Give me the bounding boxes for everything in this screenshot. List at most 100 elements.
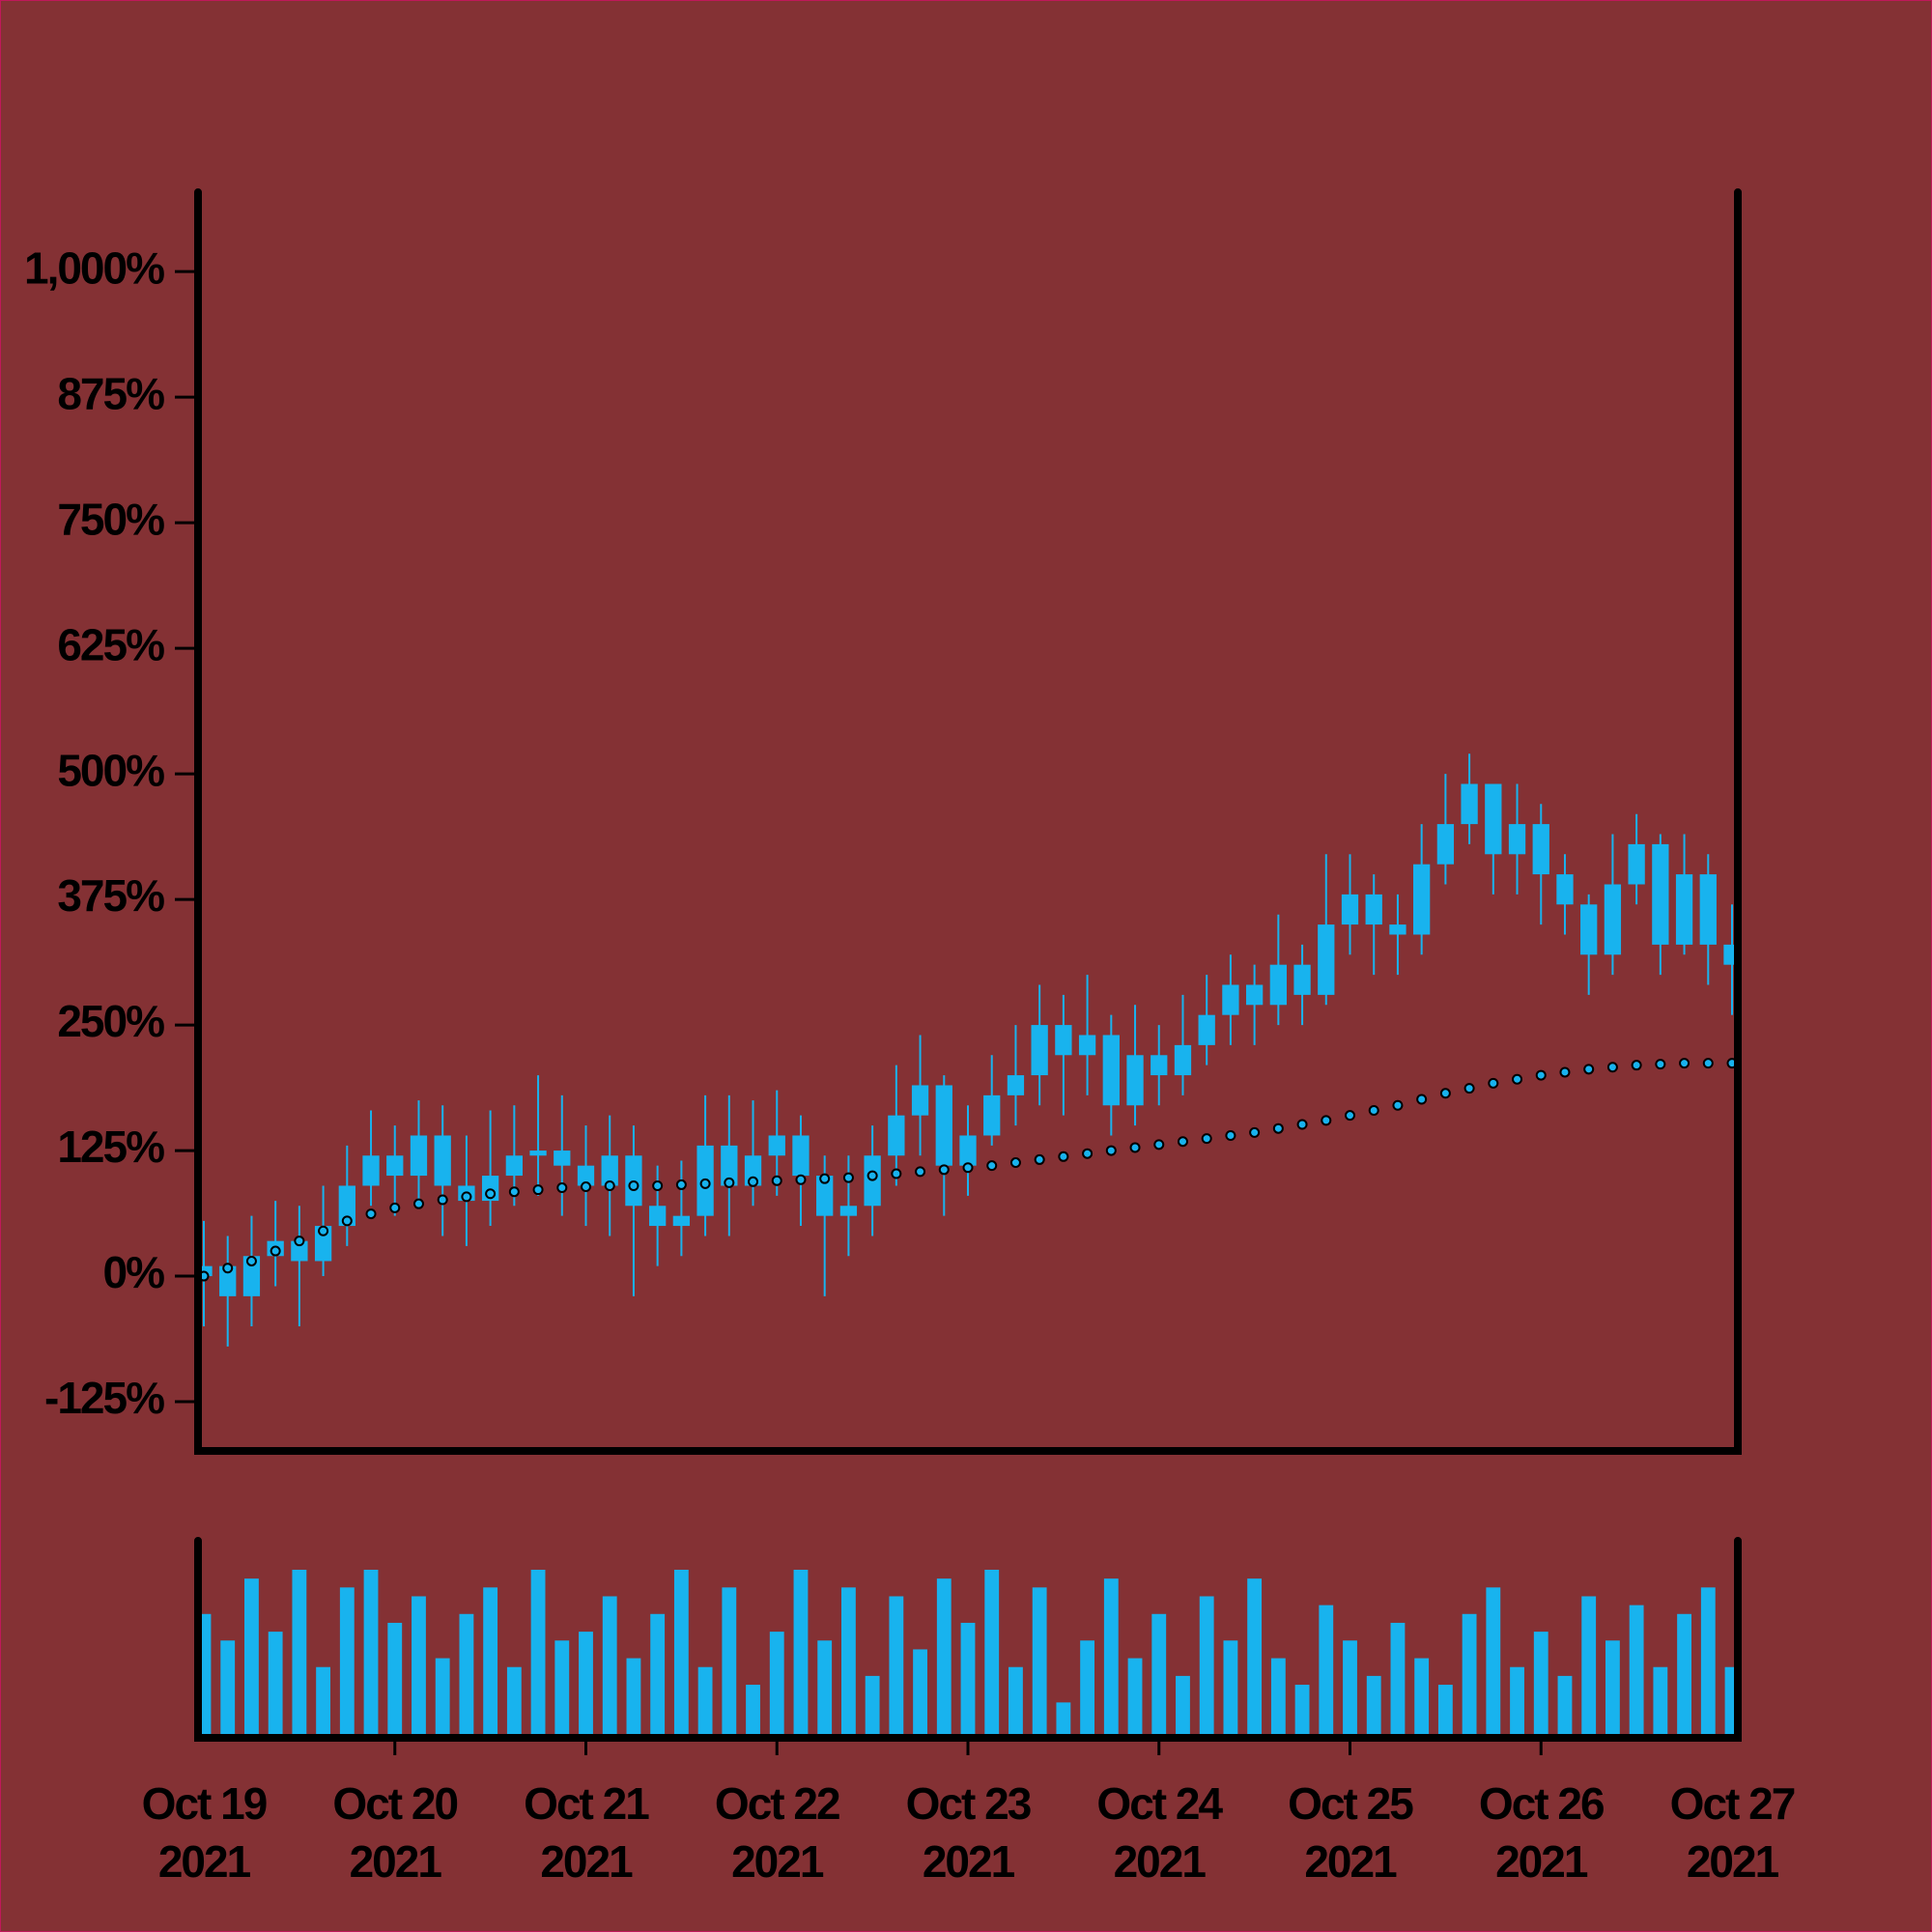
candle-body [1580, 904, 1598, 955]
volume-bar [626, 1658, 641, 1738]
volume-bar [1247, 1578, 1263, 1738]
moving-average-point [1296, 1119, 1308, 1130]
candle-body [1151, 1055, 1168, 1076]
y-tick-label: 250% [57, 996, 164, 1046]
volume-bar [1032, 1587, 1047, 1738]
moving-average-point [1177, 1136, 1188, 1148]
candle-body [1174, 1044, 1192, 1076]
volume-bar [292, 1570, 307, 1738]
candle-body [768, 1135, 785, 1156]
x-tick-label: Oct 25 2021 [1288, 1778, 1414, 1887]
volume-bar [1319, 1605, 1334, 1738]
candle-body [1055, 1025, 1072, 1056]
moving-average-point [412, 1198, 424, 1209]
volume-bar [1127, 1658, 1143, 1738]
x-tick-label: Oct 21 2021 [524, 1778, 650, 1887]
volume-bar [1270, 1658, 1286, 1738]
moving-average-point [1034, 1153, 1045, 1165]
volume-bar [722, 1587, 737, 1738]
volume-bar [339, 1587, 355, 1738]
volume-bar [697, 1666, 713, 1738]
volume-bar [244, 1578, 259, 1738]
volume-bar [1343, 1640, 1357, 1738]
volume-bar [1176, 1675, 1190, 1738]
candle-body [1007, 1075, 1025, 1095]
volume-bar [769, 1632, 784, 1738]
y-tick-label: 1,000% [24, 242, 164, 293]
moving-average-point [1153, 1139, 1165, 1151]
moving-average-point [1679, 1058, 1690, 1069]
candle-body [577, 1165, 595, 1186]
candle-body [1318, 924, 1335, 995]
volume-bar [1581, 1596, 1597, 1738]
volume-bar [1366, 1675, 1381, 1738]
moving-average-point [556, 1182, 568, 1194]
moving-average-point [461, 1191, 472, 1203]
moving-average-point [508, 1186, 520, 1198]
moving-average-point [724, 1177, 735, 1188]
moving-average-point [1606, 1062, 1618, 1073]
volume-bar [459, 1613, 474, 1738]
y-tick-label: 0% [103, 1247, 165, 1297]
moving-average-point [1392, 1099, 1404, 1111]
moving-average-point [1439, 1088, 1451, 1099]
y-tick-label: 125% [57, 1122, 164, 1172]
candle-body [1556, 874, 1574, 905]
candle-body [1389, 924, 1406, 935]
volume-bar [1151, 1613, 1167, 1738]
x-tick-label: Oct 23 2021 [905, 1778, 1033, 1887]
moving-average-point [341, 1215, 353, 1227]
x-tick-label: Oct 22 2021 [714, 1778, 841, 1887]
volume-bar [1462, 1613, 1477, 1738]
candle-body [721, 1145, 738, 1186]
candle-body [1245, 984, 1264, 1006]
candle-body [792, 1135, 810, 1177]
candle-body [338, 1185, 355, 1227]
volume-bar [1486, 1587, 1501, 1738]
candle-body [983, 1094, 1001, 1136]
candle-body [1436, 824, 1455, 865]
candle-body [911, 1085, 929, 1116]
moving-average-point [867, 1170, 878, 1181]
volume-bar [1080, 1640, 1095, 1738]
moving-average-point [1105, 1145, 1117, 1156]
moving-average-point [1082, 1148, 1094, 1159]
volume-bar [650, 1613, 666, 1738]
volume-bar [1009, 1666, 1023, 1738]
candle-body [1341, 894, 1359, 925]
moving-average-point [771, 1175, 782, 1186]
moving-average-point [294, 1236, 305, 1247]
candle-body [1675, 874, 1693, 945]
volume-bar [530, 1570, 546, 1738]
volume-bar [960, 1622, 976, 1738]
volume-bar [1605, 1640, 1620, 1738]
volume-bar [1223, 1640, 1238, 1738]
moving-average-point [1272, 1122, 1284, 1134]
x-tick-label: Oct 27 2021 [1669, 1778, 1797, 1887]
volume-bar [817, 1640, 833, 1738]
moving-average-point [1702, 1058, 1714, 1069]
moving-average-point [1535, 1069, 1547, 1081]
volume-bar [840, 1587, 856, 1738]
y-tick-label: -125% [44, 1373, 164, 1423]
candle-body [434, 1135, 451, 1186]
axis-frame [194, 188, 1742, 1455]
candle-body [1198, 1014, 1215, 1045]
volume-bar [673, 1570, 689, 1738]
volume-bar [913, 1649, 927, 1738]
volume-bar [865, 1675, 880, 1738]
y-tick-label: 625% [57, 619, 164, 669]
moving-average-point [986, 1160, 998, 1172]
moving-average-point [628, 1179, 639, 1191]
candle-body [314, 1226, 332, 1262]
moving-average-point [222, 1263, 234, 1274]
candle-body [959, 1135, 977, 1166]
candle-body [505, 1155, 523, 1177]
volume-bar [602, 1596, 617, 1738]
candle-body [1461, 783, 1478, 825]
moving-average-point [1201, 1133, 1212, 1145]
volume-bar [1437, 1685, 1453, 1738]
moving-average-point [1058, 1151, 1069, 1162]
candle-body [1652, 843, 1669, 945]
y-tick-label: 375% [57, 870, 164, 921]
